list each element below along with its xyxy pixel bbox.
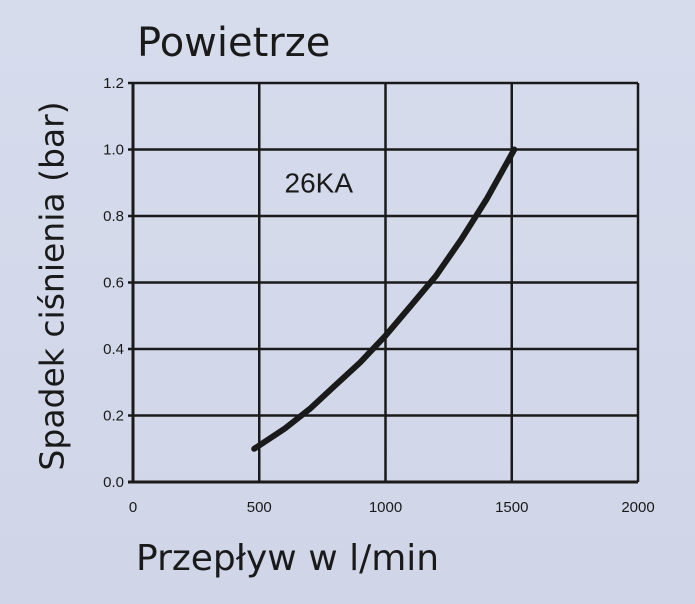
y-tick-label: 0.4	[103, 341, 124, 358]
x-tick-label: 500	[247, 499, 272, 516]
chart-title: Powietrze	[137, 20, 331, 66]
y-tick-label: 0.2	[103, 408, 124, 425]
x-tick-label: 1000	[369, 499, 402, 516]
y-tick-label: 0.0	[103, 474, 124, 491]
y-tick-label: 1.0	[103, 142, 124, 159]
y-tick-label: 0.6	[103, 275, 124, 292]
curve-annotation: 26KA	[285, 168, 354, 199]
x-tick-label: 1500	[495, 499, 528, 516]
x-tick-label: 2000	[621, 499, 654, 516]
y-tick-label: 0.8	[103, 208, 124, 225]
y-tick-label: 1.2	[103, 75, 124, 92]
data-curve	[251, 146, 518, 452]
x-axis-label: Przepływ w l/min	[136, 538, 440, 579]
x-tick-label: 0	[129, 499, 137, 516]
